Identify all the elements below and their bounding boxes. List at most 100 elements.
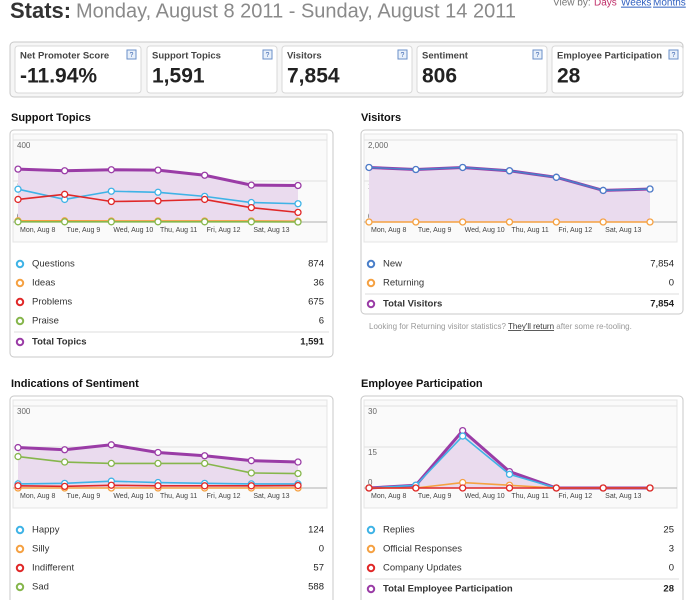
x-tick-label: Mon, Aug 8 (371, 227, 407, 234)
data-point (247, 469, 255, 477)
data-point (459, 218, 467, 226)
view-option[interactable]: Days (594, 0, 617, 9)
data-point (646, 218, 654, 226)
legend-label: Total Employee Participation (383, 584, 513, 595)
legend-label: Sad (32, 582, 49, 593)
legend-marker (366, 259, 376, 269)
legend-label: Praise (32, 316, 59, 327)
legend-marker (15, 259, 25, 269)
x-tick-label: Wed, Aug 10 (113, 227, 153, 234)
kpi-label: Support Topics (152, 51, 221, 62)
data-point (154, 197, 162, 205)
legend-total: 0 (319, 544, 324, 555)
note-link[interactable]: They'll return (508, 322, 554, 331)
data-point (646, 185, 654, 193)
data-point (201, 171, 209, 179)
x-tick-label: Fri, Aug 12 (207, 227, 241, 234)
legend-marker (15, 278, 25, 288)
help-icon-text[interactable]: ? (266, 52, 270, 59)
help-icon-text[interactable]: ? (401, 52, 405, 59)
legend-marker (15, 297, 25, 307)
data-point (107, 481, 115, 489)
legend-marker (15, 525, 25, 535)
legend-label: Ideas (32, 278, 55, 289)
data-point (459, 484, 467, 492)
legend-label: Silly (32, 544, 50, 555)
data-point (294, 218, 302, 226)
x-tick-label: Thu, Aug 11 (160, 227, 197, 234)
x-tick-label: Tue, Aug 9 (67, 493, 101, 500)
help-icon[interactable] (262, 49, 273, 60)
page-title: Stats: (10, 0, 71, 23)
legend-marker (366, 544, 376, 554)
legend-label: Returning (383, 278, 424, 289)
data-point (154, 448, 162, 457)
data-point (107, 459, 115, 468)
legend-total: 588 (308, 582, 324, 593)
x-tick-label: Tue, Aug 9 (67, 227, 101, 234)
kpi-label: Net Promoter Score (20, 51, 109, 62)
data-point (154, 188, 162, 196)
data-point (201, 452, 209, 460)
data-point (201, 195, 209, 204)
data-point (61, 190, 69, 198)
data-point (61, 167, 69, 175)
kpi-cell (146, 45, 278, 94)
data-point (61, 458, 69, 466)
legend-total: 874 (308, 259, 324, 270)
kpi-label: Employee Participation (557, 51, 662, 62)
kpi-cell (416, 45, 548, 94)
x-tick-label: Sat, Aug 13 (605, 493, 641, 500)
view-option[interactable]: Months (653, 0, 686, 9)
legend-label: Indifferent (32, 563, 74, 574)
help-icon[interactable] (668, 49, 679, 60)
help-icon-text[interactable]: ? (536, 52, 540, 59)
chart-title: Support Topics (11, 112, 91, 124)
data-point (412, 218, 420, 226)
data-point (294, 208, 302, 217)
data-point (294, 458, 302, 466)
data-point (646, 484, 654, 492)
kpi-value: 28 (557, 65, 581, 88)
y-tick-label: 300 (17, 407, 31, 416)
view-option[interactable]: Weeks (621, 0, 651, 9)
help-icon-text[interactable]: ? (672, 52, 676, 59)
chart-title: Indications of Sentiment (11, 378, 139, 390)
kpi-value: 806 (422, 65, 457, 88)
legend-marker (15, 337, 25, 347)
x-tick-label: Wed, Aug 10 (465, 227, 505, 234)
data-point (599, 186, 607, 195)
data-point (14, 443, 22, 452)
legend-total: 25 (663, 525, 674, 536)
data-point (365, 218, 373, 226)
legend-label: Company Updates (383, 563, 462, 574)
legend-marker (15, 316, 25, 326)
help-icon-text[interactable]: ? (130, 52, 134, 59)
data-point (599, 218, 607, 226)
data-point (294, 200, 302, 208)
help-icon[interactable] (397, 49, 408, 60)
kpi-cell (281, 45, 413, 94)
date-range: Monday, August 8 2011 - Sunday, August 1… (76, 0, 516, 22)
legend-total: 57 (313, 563, 324, 574)
area (369, 430, 650, 488)
help-icon[interactable] (532, 49, 543, 60)
y-tick-label: 15 (368, 448, 377, 457)
legend-total: 675 (308, 297, 324, 308)
legend-total: 36 (313, 278, 324, 289)
legend-label: Total Topics (32, 337, 87, 348)
kpi-label: Visitors (287, 51, 322, 62)
x-tick-label: Sat, Aug 13 (253, 227, 289, 234)
data-point (14, 195, 22, 204)
kpi-value: -11.94% (20, 65, 97, 88)
legend-total: 3 (669, 544, 674, 555)
data-point (247, 203, 255, 212)
legend-label: Total Visitors (383, 299, 442, 310)
legend-total: 7,854 (650, 259, 674, 270)
x-tick-label: Sat, Aug 13 (253, 493, 289, 500)
legend-label: Official Responses (383, 544, 462, 555)
help-icon[interactable] (126, 49, 137, 60)
data-point (107, 187, 115, 195)
data-point (552, 218, 560, 226)
